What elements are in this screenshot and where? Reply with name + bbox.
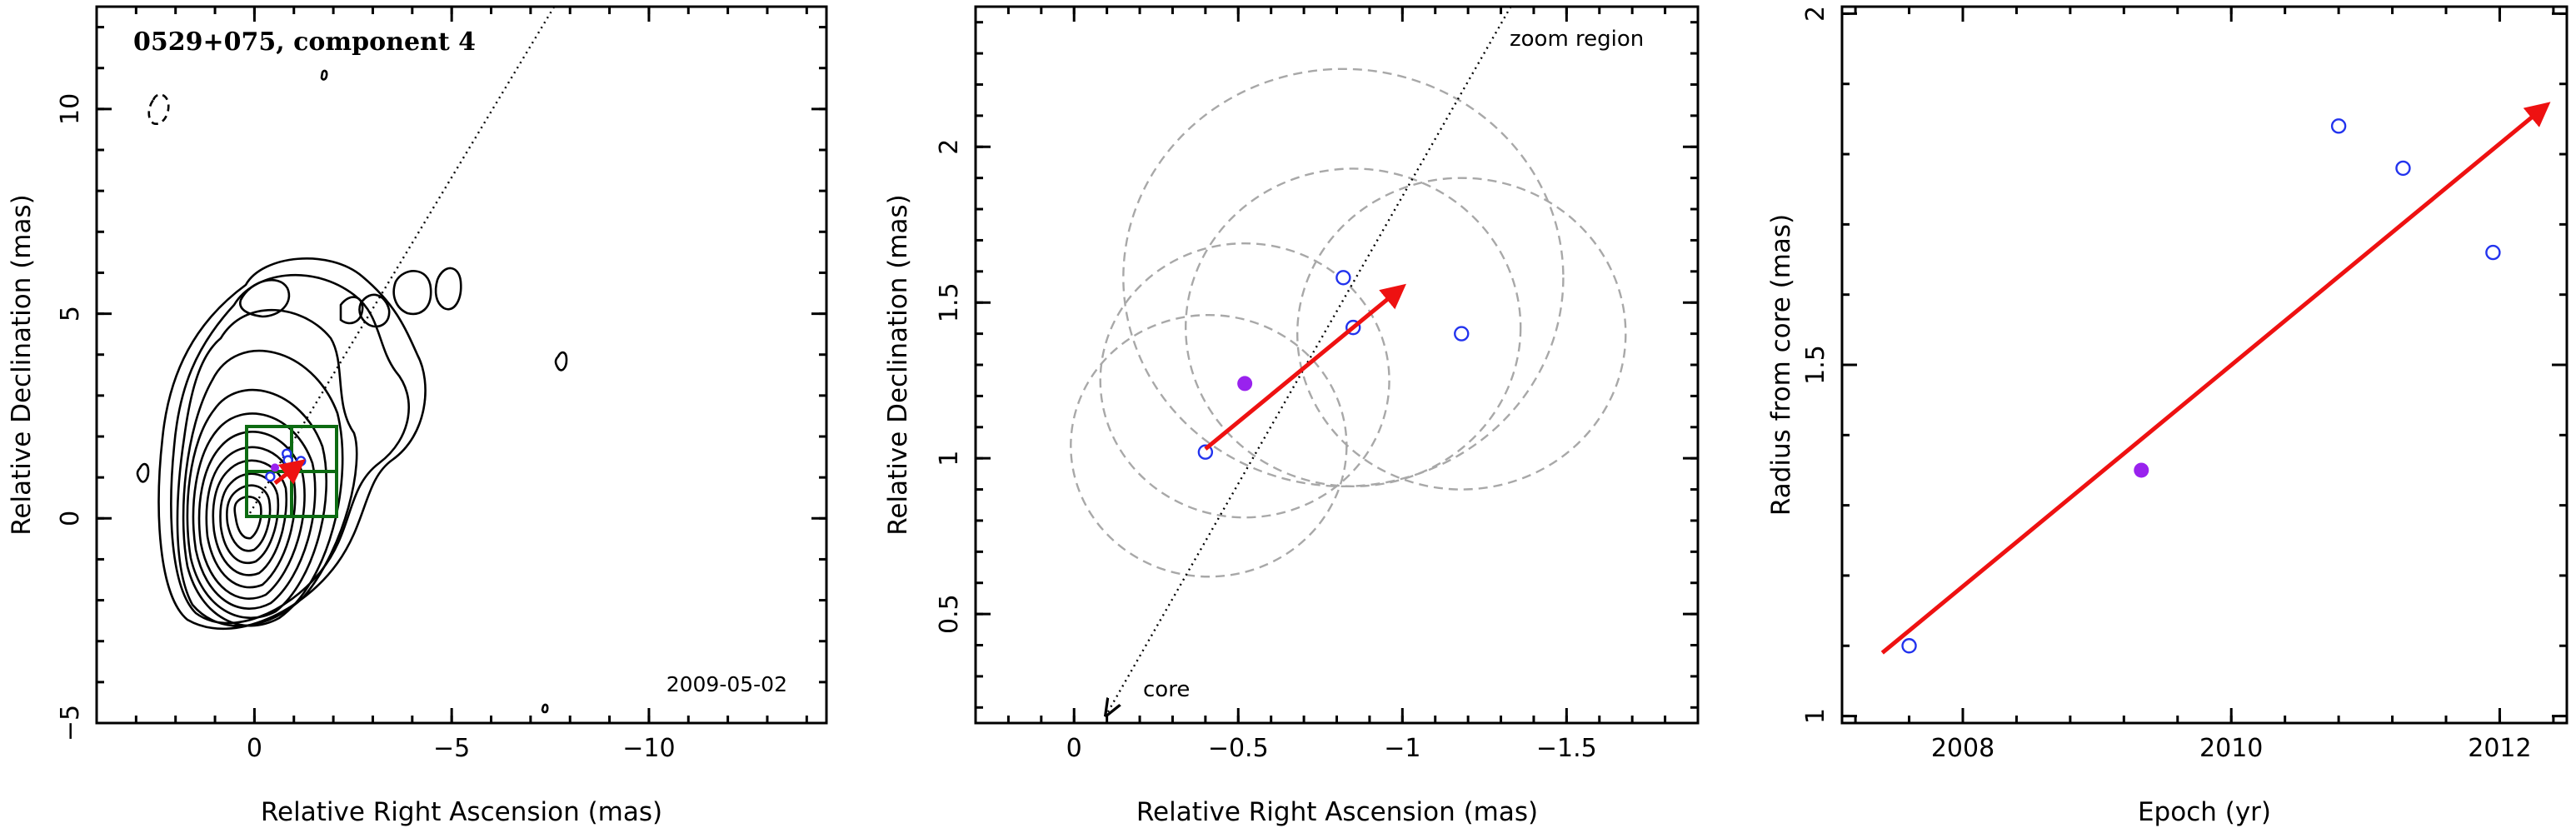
panel3-ylabel: Radius from core (mas) (1766, 214, 1796, 516)
y-tick-label: −5 (56, 705, 85, 741)
y-tick-label: 1.5 (1801, 345, 1830, 385)
x-tick-label: 2010 (2199, 734, 2263, 763)
y-tick-label: 0.5 (935, 594, 964, 634)
open-data-point (265, 471, 276, 482)
panel1-ticks: 0 −5 −10 −5 0 5 10 (56, 7, 826, 763)
panel1-title: 0529+075, component 4 (133, 27, 476, 57)
y-tick-label: 2 (935, 139, 964, 155)
open-data-point (282, 455, 293, 466)
open-data-point (2485, 244, 2501, 261)
panel3-ticks: 2008 2010 2012 1 1.5 2 (1801, 6, 2567, 763)
x-tick-label: −10 (622, 734, 675, 763)
contour-plot-area (136, 7, 568, 714)
y-tick-label: 0 (56, 511, 85, 526)
x-tick-label: −1 (1384, 734, 1420, 763)
error-ellipse (1122, 67, 1565, 488)
error-ellipse (1296, 177, 1627, 491)
contour-lines (157, 257, 462, 631)
panel1-epoch-label: 2009-05-02 (666, 672, 787, 696)
panel3-fit-arrow (1880, 102, 2551, 655)
panel3-xlabel: Epoch (yr) (2138, 797, 2271, 827)
error-ellipse (1099, 242, 1390, 519)
x-tick-label: −0.5 (1208, 734, 1269, 763)
panel-contour-map: 0 −5 −10 −5 0 5 10 0529+075, component 4 2009-… (7, 5, 828, 827)
open-data-point (1335, 270, 1351, 286)
x-tick-label: −5 (433, 734, 470, 763)
open-data-point (2330, 118, 2347, 134)
panel1-xlabel: Relative Right Ascension (mas) (261, 797, 662, 827)
zoom-plot-area (1070, 7, 1627, 714)
panel2-velocity-arrow (1204, 283, 1406, 451)
panel3-points (1901, 118, 2501, 654)
filled-data-point (271, 463, 280, 472)
open-data-point (2395, 160, 2411, 177)
panel2-ylabel: Relative Declination (mas) (883, 194, 913, 536)
panel3-frame (1840, 5, 2569, 725)
zoom-region-label: zoom region (1510, 27, 1644, 52)
open-data-point (1901, 638, 1917, 654)
filled-data-point (1237, 376, 1253, 392)
panel1-ylabel: Relative Declination (mas) (7, 194, 37, 536)
panel2-ellipses (1070, 67, 1627, 578)
y-tick-label: 10 (56, 93, 85, 125)
y-tick-label: 1.5 (935, 282, 964, 322)
y-tick-label: 1 (935, 451, 964, 466)
filled-data-point (2134, 462, 2149, 478)
y-tick-label: 2 (1801, 6, 1830, 22)
panel2-xlabel: Relative Right Ascension (mas) (1136, 797, 1538, 827)
panel-radius-epoch: 2008 2010 2012 1 1.5 2 Epoch (yr) Radius from… (1766, 5, 2569, 827)
core-label: core (1143, 677, 1190, 702)
x-tick-label: 0 (247, 734, 262, 763)
error-ellipse (1185, 167, 1522, 488)
x-tick-label: −1.5 (1536, 734, 1597, 763)
x-tick-label: 2012 (2468, 734, 2531, 763)
open-data-point (1454, 326, 1470, 342)
panel2-frame (974, 5, 1700, 725)
y-tick-label: 1 (1801, 708, 1830, 724)
panel2-ticks: 0 −0.5 −1 −1.5 0.5 1 1.5 2 (935, 7, 1698, 763)
y-tick-label: 5 (56, 306, 85, 322)
isolated-contours (136, 69, 568, 714)
x-tick-label: 2008 (1931, 734, 1994, 763)
panel-zoom-region: 0 −0.5 −1 −1.5 0.5 1 1.5 2 zoom region core Rel… (883, 5, 1700, 827)
x-tick-label: 0 (1066, 734, 1082, 763)
radius-plot-area (1880, 102, 2551, 655)
panel1-frame (95, 5, 828, 725)
panel1-velocity-arrow (273, 459, 306, 485)
panel2-direction-line (1107, 7, 1512, 714)
